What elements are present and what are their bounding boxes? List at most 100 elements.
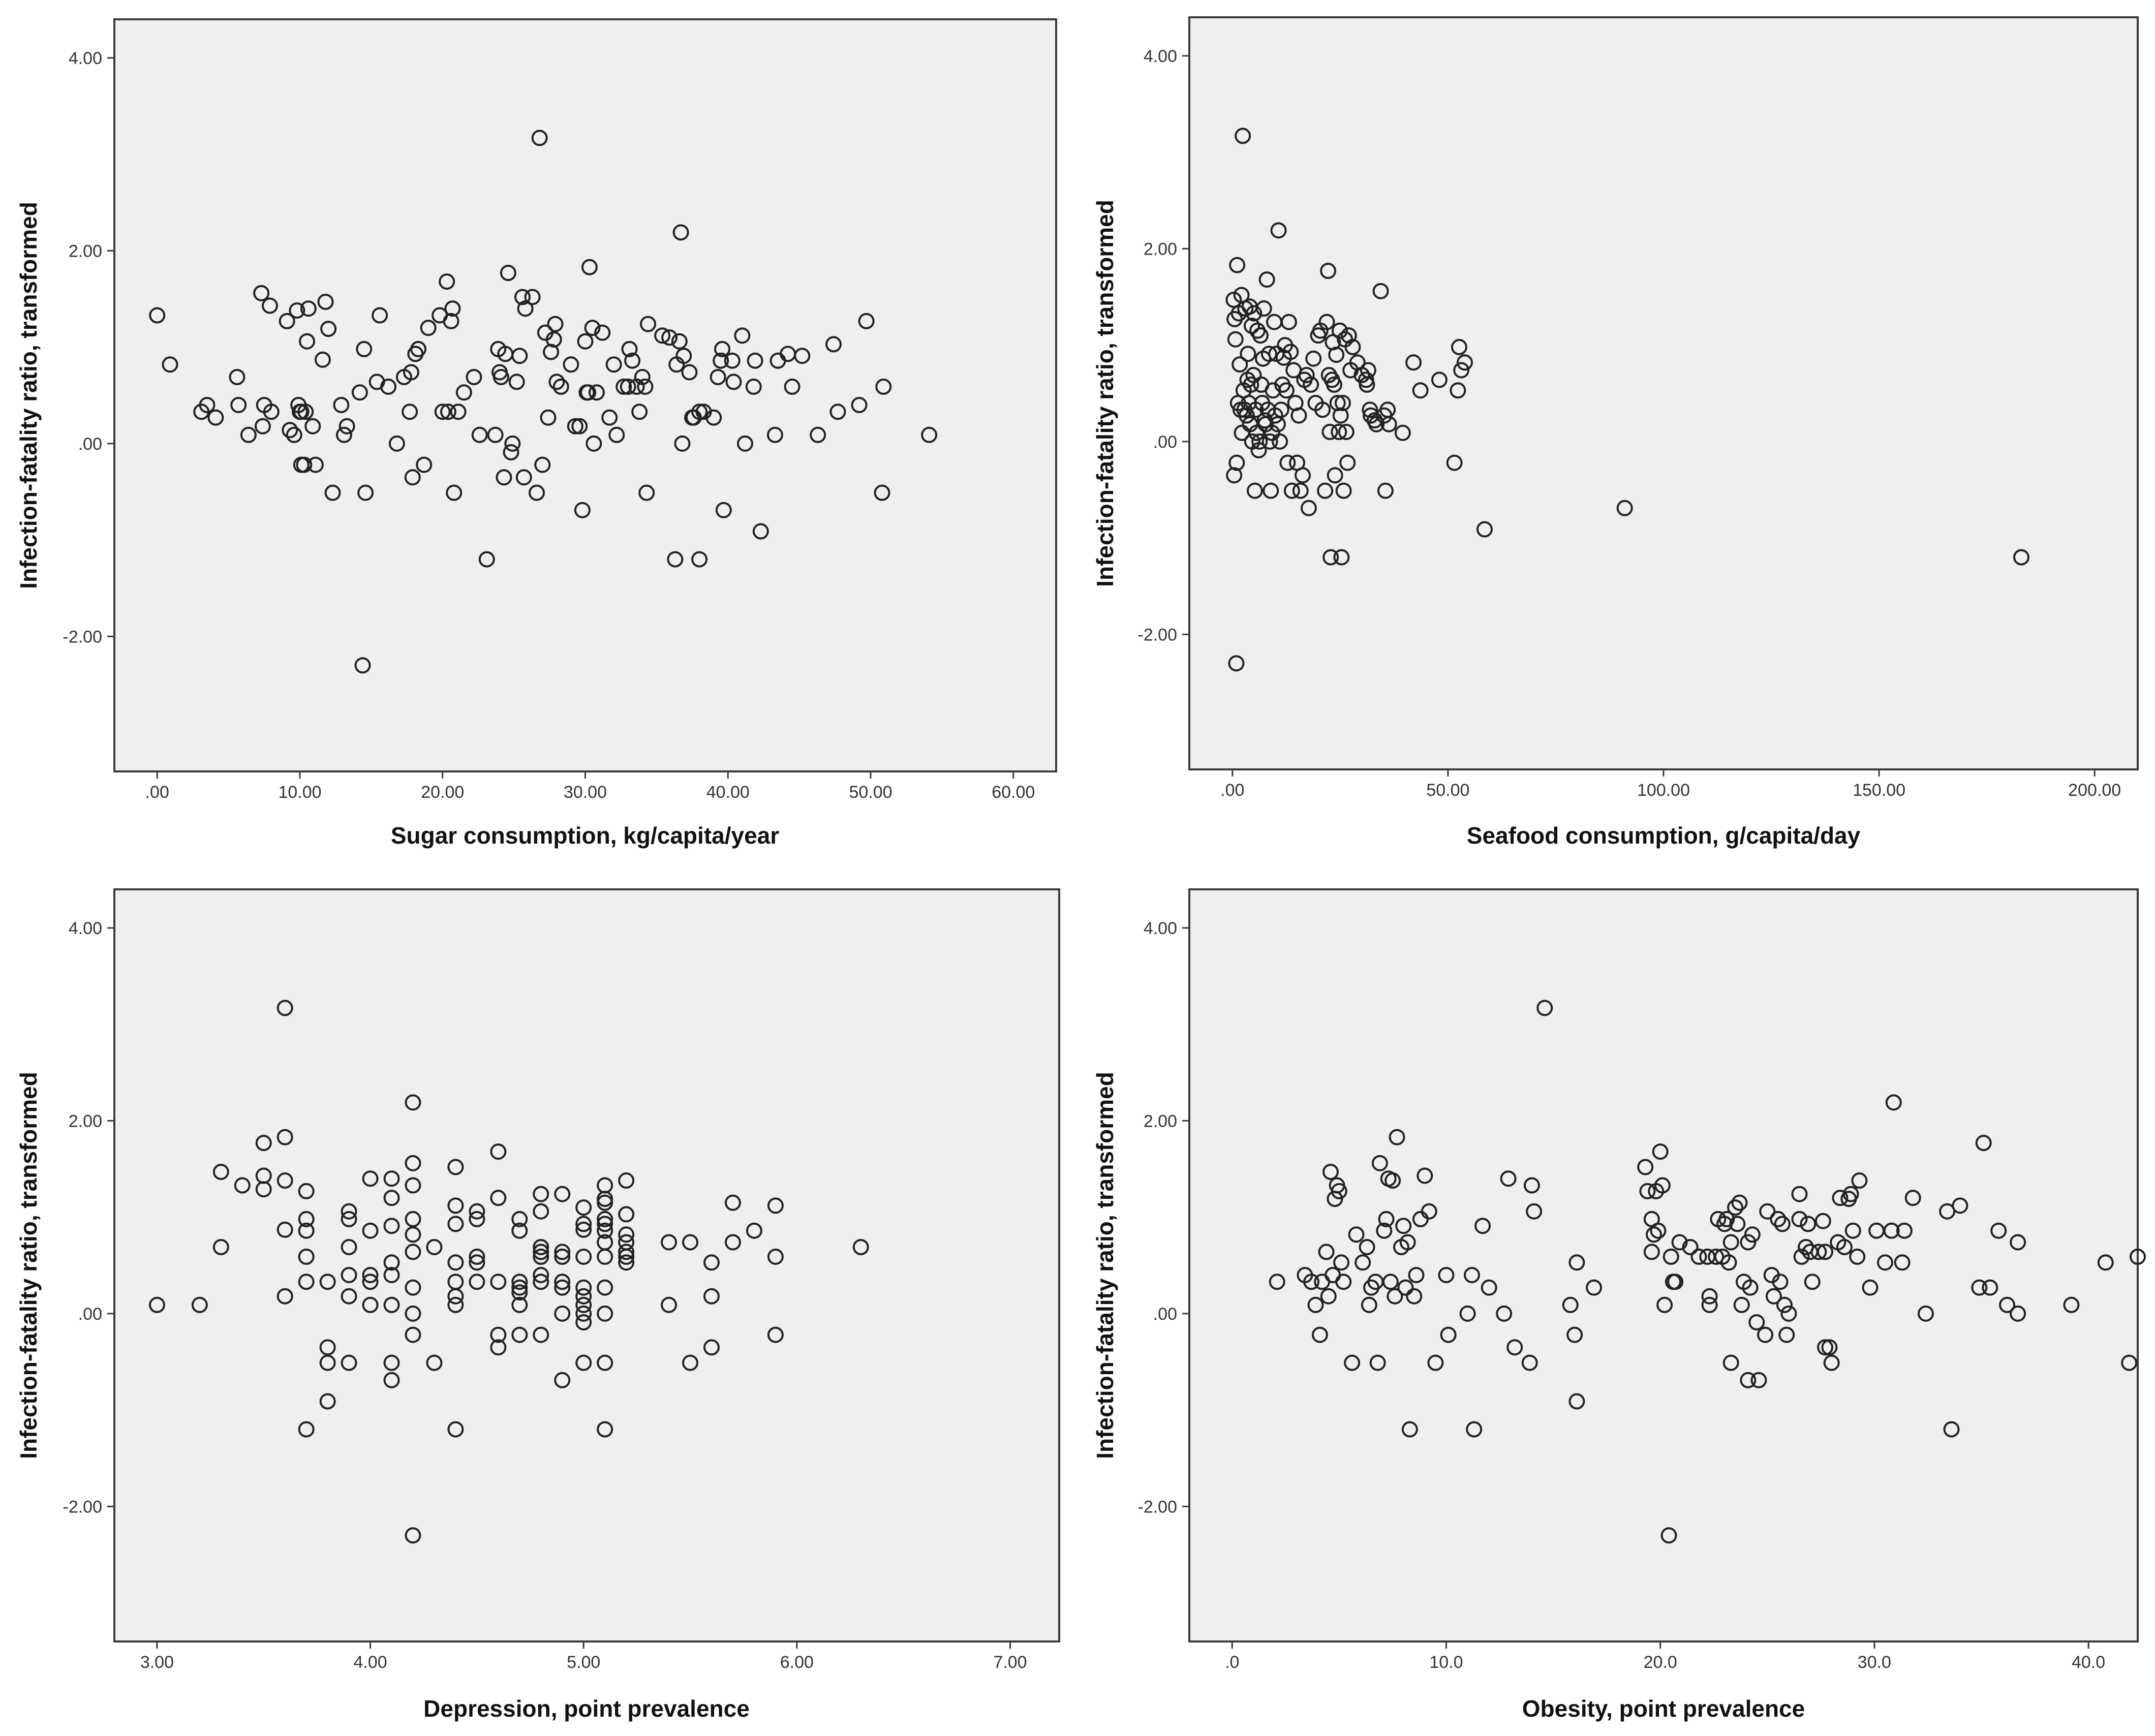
- data-point: [511, 1284, 528, 1301]
- data-point: [1431, 371, 1448, 388]
- data-point: [511, 1326, 528, 1343]
- data-point: [383, 1296, 400, 1313]
- data-point: [1883, 1222, 1900, 1239]
- data-point: [199, 396, 216, 413]
- data-point: [263, 404, 280, 420]
- data-point: [1836, 1238, 1853, 1255]
- data-point: [767, 1326, 784, 1343]
- data-point: [2013, 549, 2029, 566]
- data-point: [383, 1266, 400, 1283]
- data-point: [362, 1170, 379, 1187]
- data-point: [597, 1216, 613, 1232]
- data-point: [1232, 356, 1248, 373]
- data-point: [471, 426, 488, 443]
- data-point: [1817, 1339, 1834, 1356]
- x-axis: 3.00 4.00 5.00 6.00 7.00: [140, 1641, 1027, 1672]
- data-point: [1377, 482, 1394, 499]
- y-tick-label: -2.00: [63, 1497, 103, 1516]
- x-tick-label: 200.00: [2068, 781, 2121, 800]
- data-point: [575, 1305, 592, 1322]
- data-point: [1246, 305, 1263, 322]
- y-tick-label: 4.00: [1144, 47, 1177, 66]
- data-point: [1722, 1354, 1739, 1371]
- data-point: [1272, 433, 1288, 450]
- data-point: [1389, 1129, 1405, 1145]
- data-point: [1333, 549, 1350, 566]
- data-point: [1810, 1244, 1827, 1260]
- data-point: [383, 1372, 400, 1388]
- data-point: [439, 273, 455, 290]
- data-point: [584, 320, 601, 336]
- data-point: [597, 1421, 613, 1438]
- data-point: [575, 1216, 592, 1232]
- data-point: [405, 1527, 421, 1544]
- data-point: [319, 1393, 336, 1410]
- y-axis: -2.00 .00 2.00 4.00: [63, 49, 114, 646]
- data-point: [1311, 1326, 1328, 1343]
- data-point: [784, 378, 801, 395]
- data-point: [298, 1421, 315, 1438]
- data-point: [1372, 283, 1389, 299]
- data-point: [341, 1203, 357, 1220]
- x-tick-label: .00: [145, 783, 169, 802]
- data-point: [362, 1296, 379, 1313]
- data-point: [529, 484, 545, 501]
- data-point: [403, 364, 419, 381]
- data-point: [490, 1339, 507, 1356]
- data-point: [674, 435, 691, 452]
- data-point: [254, 418, 271, 435]
- data-point: [276, 1221, 293, 1238]
- data-point: [524, 289, 541, 305]
- data-point: [1320, 263, 1337, 280]
- data-point: [230, 396, 247, 413]
- data-point: [621, 340, 638, 357]
- data-point: [405, 1094, 421, 1111]
- y-tick-label: -2.00: [1138, 625, 1178, 644]
- data-point: [1273, 401, 1289, 418]
- data-point: [618, 1226, 635, 1243]
- data-point: [1759, 1203, 1776, 1220]
- data-point: [405, 1226, 421, 1243]
- data-point: [724, 1194, 741, 1211]
- data-point: [1778, 1326, 1795, 1343]
- data-point: [1322, 549, 1339, 566]
- data-point: [682, 1234, 699, 1251]
- data-point: [1982, 1279, 1998, 1296]
- data-point: [1453, 362, 1470, 379]
- x-axis-title: Seafood consumption, g/capita/day: [1467, 822, 1861, 849]
- data-point: [1243, 376, 1259, 393]
- data-point: [746, 1222, 762, 1239]
- data-point: [298, 1183, 315, 1199]
- data-point: [1894, 1254, 1911, 1271]
- data-point: [575, 1296, 592, 1313]
- data-point: [554, 1186, 571, 1202]
- data-point: [634, 368, 651, 385]
- data-point: [1307, 1296, 1324, 1313]
- x-axis-title: Sugar consumption, kg/capita/year: [391, 822, 779, 849]
- data-point: [276, 1172, 293, 1189]
- data-point: [1382, 1274, 1399, 1290]
- x-axis: .0 10.0 20.0 30.0 40.0: [1225, 1641, 2105, 1672]
- data-point: [298, 1248, 315, 1265]
- data-point: [747, 352, 763, 369]
- data-point: [1283, 482, 1300, 499]
- data-point: [1252, 327, 1269, 344]
- data-point: [279, 313, 295, 329]
- data-point: [1770, 1211, 1787, 1227]
- data-point: [1842, 1186, 1859, 1202]
- data-point: [307, 456, 324, 473]
- x-axis-title: Obesity, point prevalence: [1522, 1695, 1805, 1722]
- x-axis-title: Depression, point prevalence: [423, 1695, 750, 1722]
- data-point: [443, 313, 459, 329]
- scatter-points: [149, 130, 938, 674]
- data-point: [533, 1186, 549, 1202]
- data-point: [229, 368, 245, 385]
- data-point: [262, 297, 279, 314]
- data-point: [1331, 1183, 1347, 1199]
- data-point: [508, 374, 525, 390]
- data-point: [500, 265, 516, 282]
- x-tick-label: 3.00: [140, 1653, 174, 1672]
- data-point: [1885, 1094, 1902, 1111]
- data-point: [540, 409, 557, 426]
- data-point: [420, 320, 437, 336]
